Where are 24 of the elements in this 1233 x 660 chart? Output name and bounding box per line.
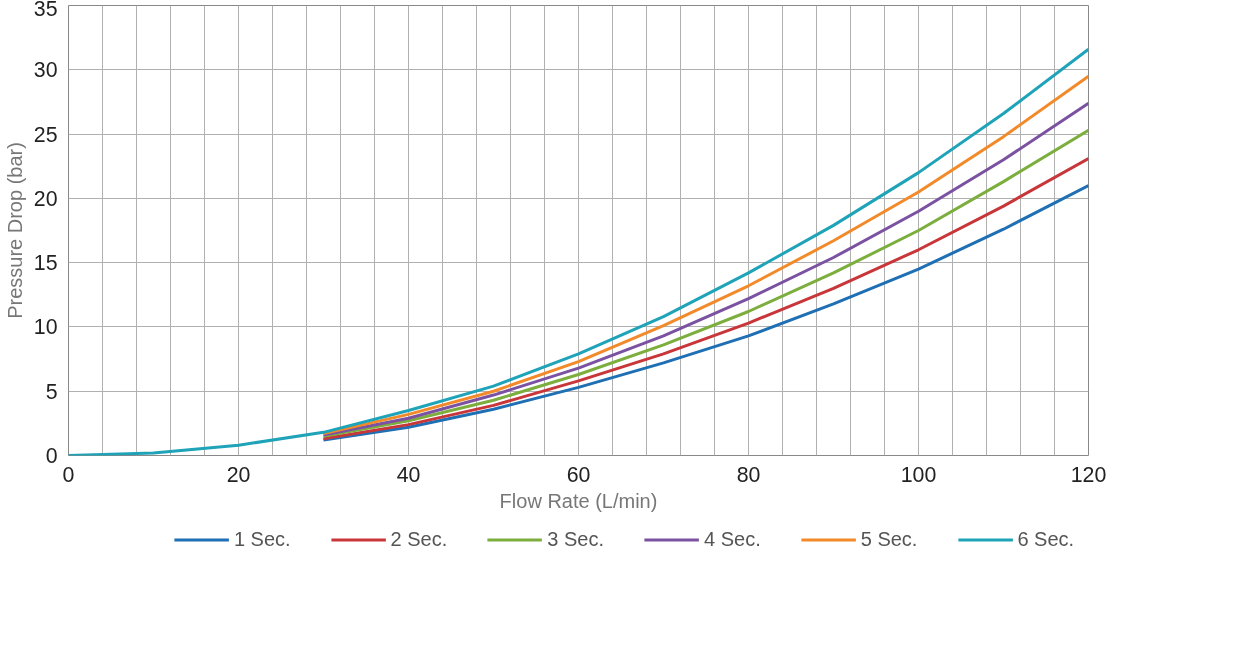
- y-tick-label: 20: [33, 186, 58, 211]
- legend-label: 4 Sec.: [704, 527, 761, 551]
- x-tick-label: 40: [396, 462, 421, 487]
- y-tick-label: 0: [45, 444, 58, 468]
- y-tick-label: 35: [33, 0, 58, 21]
- x-tick-label: 100: [900, 462, 937, 487]
- x-tick-label: 20: [226, 462, 251, 487]
- legend-label: 6 Sec.: [1017, 527, 1075, 551]
- legend-label: 5 Sec.: [860, 527, 918, 551]
- legend-label: 3 Sec.: [547, 527, 604, 551]
- x-tick-label: 80: [736, 462, 761, 487]
- line-series: [68, 47, 1089, 456]
- x-tick-label: 0: [62, 462, 75, 487]
- y-tick-label: 30: [33, 58, 58, 83]
- x-tick-label: 60: [566, 462, 591, 487]
- y-tick-label: 25: [33, 122, 58, 147]
- y-tick-label: 5: [45, 379, 58, 404]
- y-axis-title: Pressure Drop (bar): [3, 142, 26, 319]
- y-tick-label: 10: [33, 315, 58, 340]
- x-tick-label: 120: [1070, 462, 1107, 487]
- y-tick-label: 15: [33, 251, 58, 276]
- legend-label: 2 Sec.: [390, 527, 448, 551]
- legend-label: 1 Sec.: [233, 527, 291, 551]
- x-axis-title: Flow Rate (L/min): [499, 489, 658, 512]
